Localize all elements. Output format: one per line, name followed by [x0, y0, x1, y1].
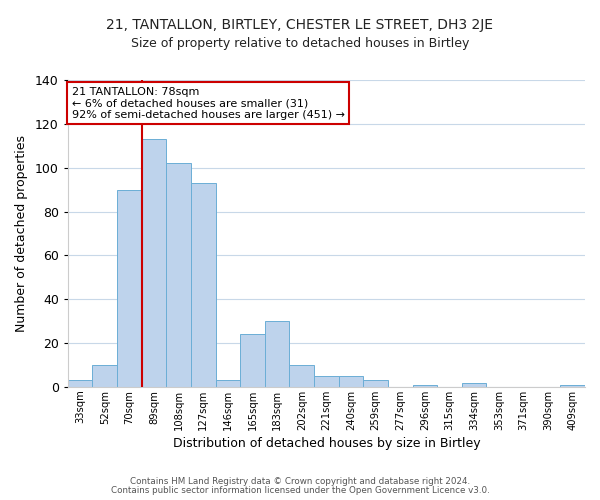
Bar: [92, 365, 117, 387]
Bar: [339, 376, 364, 387]
Bar: [68, 380, 92, 387]
Bar: [142, 139, 166, 387]
Text: 21 TANTALLON: 78sqm
← 6% of detached houses are smaller (31)
92% of semi-detache: 21 TANTALLON: 78sqm ← 6% of detached hou…: [71, 86, 344, 120]
X-axis label: Distribution of detached houses by size in Birtley: Distribution of detached houses by size …: [173, 437, 480, 450]
Bar: [314, 376, 339, 387]
Text: 21, TANTALLON, BIRTLEY, CHESTER LE STREET, DH3 2JE: 21, TANTALLON, BIRTLEY, CHESTER LE STREE…: [107, 18, 493, 32]
Bar: [117, 190, 142, 387]
Bar: [289, 365, 314, 387]
Text: Contains HM Land Registry data © Crown copyright and database right 2024.: Contains HM Land Registry data © Crown c…: [130, 477, 470, 486]
Bar: [413, 384, 437, 387]
Bar: [166, 164, 191, 387]
Bar: [560, 384, 585, 387]
Y-axis label: Number of detached properties: Number of detached properties: [15, 135, 28, 332]
Bar: [364, 380, 388, 387]
Bar: [462, 382, 487, 387]
Text: Size of property relative to detached houses in Birtley: Size of property relative to detached ho…: [131, 38, 469, 51]
Bar: [215, 380, 240, 387]
Bar: [240, 334, 265, 387]
Bar: [265, 321, 289, 387]
Text: Contains public sector information licensed under the Open Government Licence v3: Contains public sector information licen…: [110, 486, 490, 495]
Bar: [191, 183, 215, 387]
